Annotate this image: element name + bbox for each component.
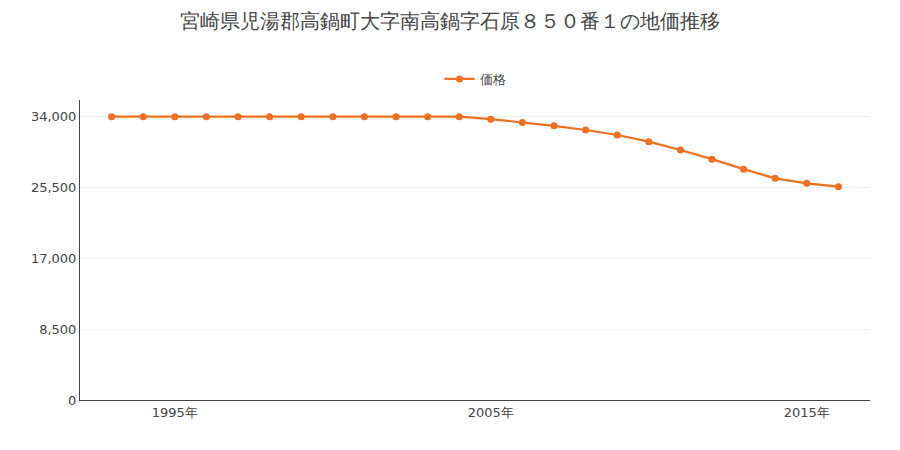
svg-text:8,500: 8,500 (39, 322, 76, 337)
svg-text:25,500: 25,500 (31, 180, 77, 195)
svg-text:0: 0 (68, 393, 76, 408)
svg-text:2005年: 2005年 (468, 405, 514, 420)
svg-text:価格: 価格 (480, 72, 506, 87)
svg-text:1995年: 1995年 (152, 405, 198, 420)
svg-text:17,000: 17,000 (31, 251, 77, 266)
svg-text:34,000: 34,000 (31, 109, 77, 124)
svg-text:宮崎県児湯郡高鍋町大字南高鍋字石原８５０番１の地価推移: 宮崎県児湯郡高鍋町大字南高鍋字石原８５０番１の地価推移 (180, 9, 720, 33)
svg-text:2015年: 2015年 (784, 405, 830, 420)
